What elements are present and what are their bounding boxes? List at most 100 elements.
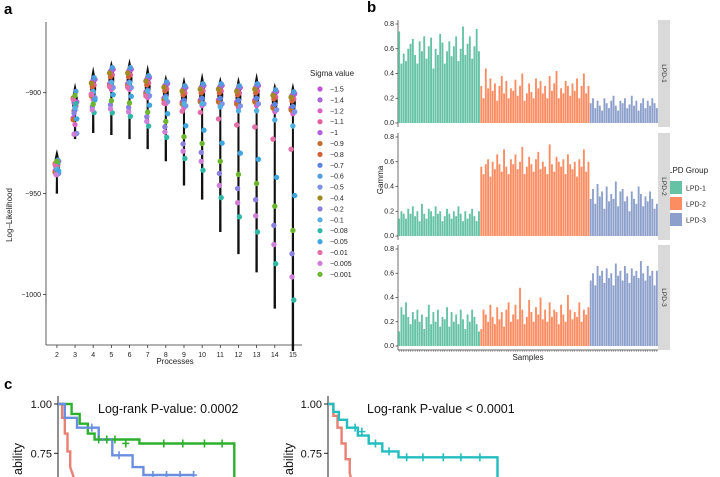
- panel-a-point-9-16: [180, 148, 186, 154]
- panel-b-bar-2-58: [530, 312, 533, 346]
- panel-b-bar-2-55: [523, 324, 526, 346]
- panel-b-bar-0-7: [414, 54, 417, 123]
- panel-a-point-15-17: [290, 227, 296, 234]
- panel-a-point-13-17: [253, 180, 260, 187]
- panel-b-bar-1-71: [560, 166, 563, 236]
- panel-b-bar-2-54: [521, 309, 524, 347]
- km-1-censor-teal-5: [419, 453, 427, 462]
- panel-a-point-4-10: [88, 80, 95, 86]
- panel-a-point-11-8: [218, 81, 224, 87]
- panel-a-point-10-7: [199, 95, 205, 102]
- panel-b-bar-0-46: [503, 93, 505, 123]
- panel-b-bar-0-98: [621, 103, 624, 123]
- panel-a-legend-label-9: −0.5: [330, 185, 344, 192]
- km-0-censor-blue-5: [190, 471, 198, 477]
- panel-b-bar-2-99: [623, 265, 626, 346]
- panel-a-legend-label-2: −1.2: [330, 108, 344, 115]
- panel-b-bar-2-32: [471, 309, 474, 347]
- panel-a-point-11-13: [218, 194, 224, 201]
- panel-b-facet-strip-1: [658, 133, 670, 240]
- panel-a-point-14-14: [273, 174, 280, 181]
- panel-b-legend: LPD-1 LPD-2 LPD-3: [668, 181, 706, 226]
- panel-a-point-11-14: [219, 140, 225, 146]
- panel-b-bar-0-66: [548, 75, 551, 123]
- panel-b-bar-1-90: [603, 208, 606, 236]
- panel-b-bar-1-83: [587, 161, 590, 236]
- panel-b-bar-0-95: [614, 105, 617, 123]
- panel-b-bar-1-52: [516, 169, 519, 236]
- panel-b-bar-0-88: [598, 105, 601, 123]
- panel-c-marks: [58, 402, 499, 477]
- panel-b-y-tick-label: 0.8: [384, 21, 394, 28]
- panel-b-bar-1-6: [411, 206, 414, 236]
- panel-b-bar-2-67: [551, 316, 553, 346]
- panel-a-legend-title: Sigma value: [310, 69, 355, 78]
- panel-b-bar-0-20: [443, 63, 446, 123]
- km-0-censor-blue-4: [176, 471, 184, 477]
- panel-label-a: a: [4, 1, 13, 18]
- panel-a-point-15-9: [292, 109, 298, 115]
- panel-b-bar-1-88: [598, 196, 601, 236]
- panel-b-bar-0-94: [612, 95, 615, 123]
- panel-a-point-9-7: [181, 97, 187, 104]
- panel-a-point-14-13: [273, 261, 279, 267]
- panel-a-point-6-15: [125, 84, 131, 91]
- panel-b-bar-1-54: [521, 146, 524, 236]
- panel-b-bar-0-0: [398, 31, 401, 123]
- panel-b-bar-1-22: [448, 213, 451, 236]
- panel-b-bar-1-49: [509, 159, 512, 236]
- panel-b-bar-0-112: [653, 103, 656, 123]
- panel-b-bar-2-8: [416, 309, 419, 347]
- panel-b-bar-0-36: [480, 85, 483, 124]
- panel-a-point-6-17: [126, 100, 133, 106]
- panel-b-bar-1-96: [617, 206, 620, 236]
- panel-b-bar-1-87: [596, 184, 599, 236]
- panel-b-facet-strip-label-1: LPD-2: [660, 177, 667, 196]
- panel-b-bar-1-44: [498, 164, 501, 236]
- panel-a-point-10-13: [200, 167, 206, 173]
- panel-b-bar-1-57: [528, 156, 531, 236]
- panel-b-bar-0-40: [489, 78, 492, 123]
- panel-b-bar-1-60: [535, 159, 537, 236]
- panel-a-point-11-11: [216, 170, 223, 177]
- panel-b-bar-0-19: [441, 42, 444, 124]
- km-1-censor-teal-4: [403, 453, 411, 462]
- panel-b-bar-1-100: [626, 196, 629, 236]
- panel-b-bar-1-81: [582, 149, 585, 237]
- panel-a-point-3-11: [71, 110, 77, 116]
- km-0-censor-green-2: [111, 435, 119, 444]
- panel-b-bar-0-4: [407, 48, 410, 123]
- panel-b-bar-0-82: [585, 93, 588, 123]
- panel-a-point-4-16: [89, 107, 96, 113]
- panel-b-bar-1-97: [619, 191, 622, 236]
- panel-b-bar-2-51: [514, 304, 517, 346]
- panel-a-legend-label-0: −1.5: [330, 87, 344, 94]
- panel-b-bar-0-10: [421, 51, 423, 124]
- panel-a-point-7-17: [145, 109, 151, 115]
- panel-b-bar-1-75: [569, 164, 572, 236]
- panel-b-bar-2-72: [562, 314, 565, 346]
- panel-b-y-tick-label: 0.4: [384, 184, 394, 191]
- panel-b-bar-2-107: [642, 273, 645, 346]
- km-0-y-tick-label: 0.75: [31, 448, 52, 460]
- panel-a-point-15-14: [292, 192, 298, 199]
- km-0-censor-green-5: [179, 439, 187, 448]
- panel-a-point-2-17: [54, 158, 60, 164]
- panel-b-bar-2-37: [482, 309, 485, 347]
- panel-a-point-6-11: [125, 104, 132, 111]
- panel-b-bar-0-25: [455, 36, 458, 123]
- panel-b-bar-0-77: [573, 90, 576, 123]
- km-1-censor-teal-6: [439, 453, 447, 462]
- panel-b-bar-1-61: [537, 151, 540, 236]
- panel-b-bar-2-17: [436, 309, 439, 347]
- panel-a-point-6-12: [126, 80, 133, 86]
- panel-b-bar-1-34: [475, 221, 478, 236]
- panel-b-bar-2-103: [633, 275, 635, 346]
- panel-b-bar-0-64: [544, 85, 547, 124]
- panel-b-bar-1-111: [651, 198, 654, 237]
- panel-b-bar-1-37: [482, 174, 485, 237]
- panel-b-x-axis-title: Samples: [512, 353, 543, 362]
- panel-b-bar-2-19: [441, 316, 444, 346]
- panel-a-point-11-7: [217, 95, 223, 102]
- panel-b-bar-2-27: [459, 309, 462, 347]
